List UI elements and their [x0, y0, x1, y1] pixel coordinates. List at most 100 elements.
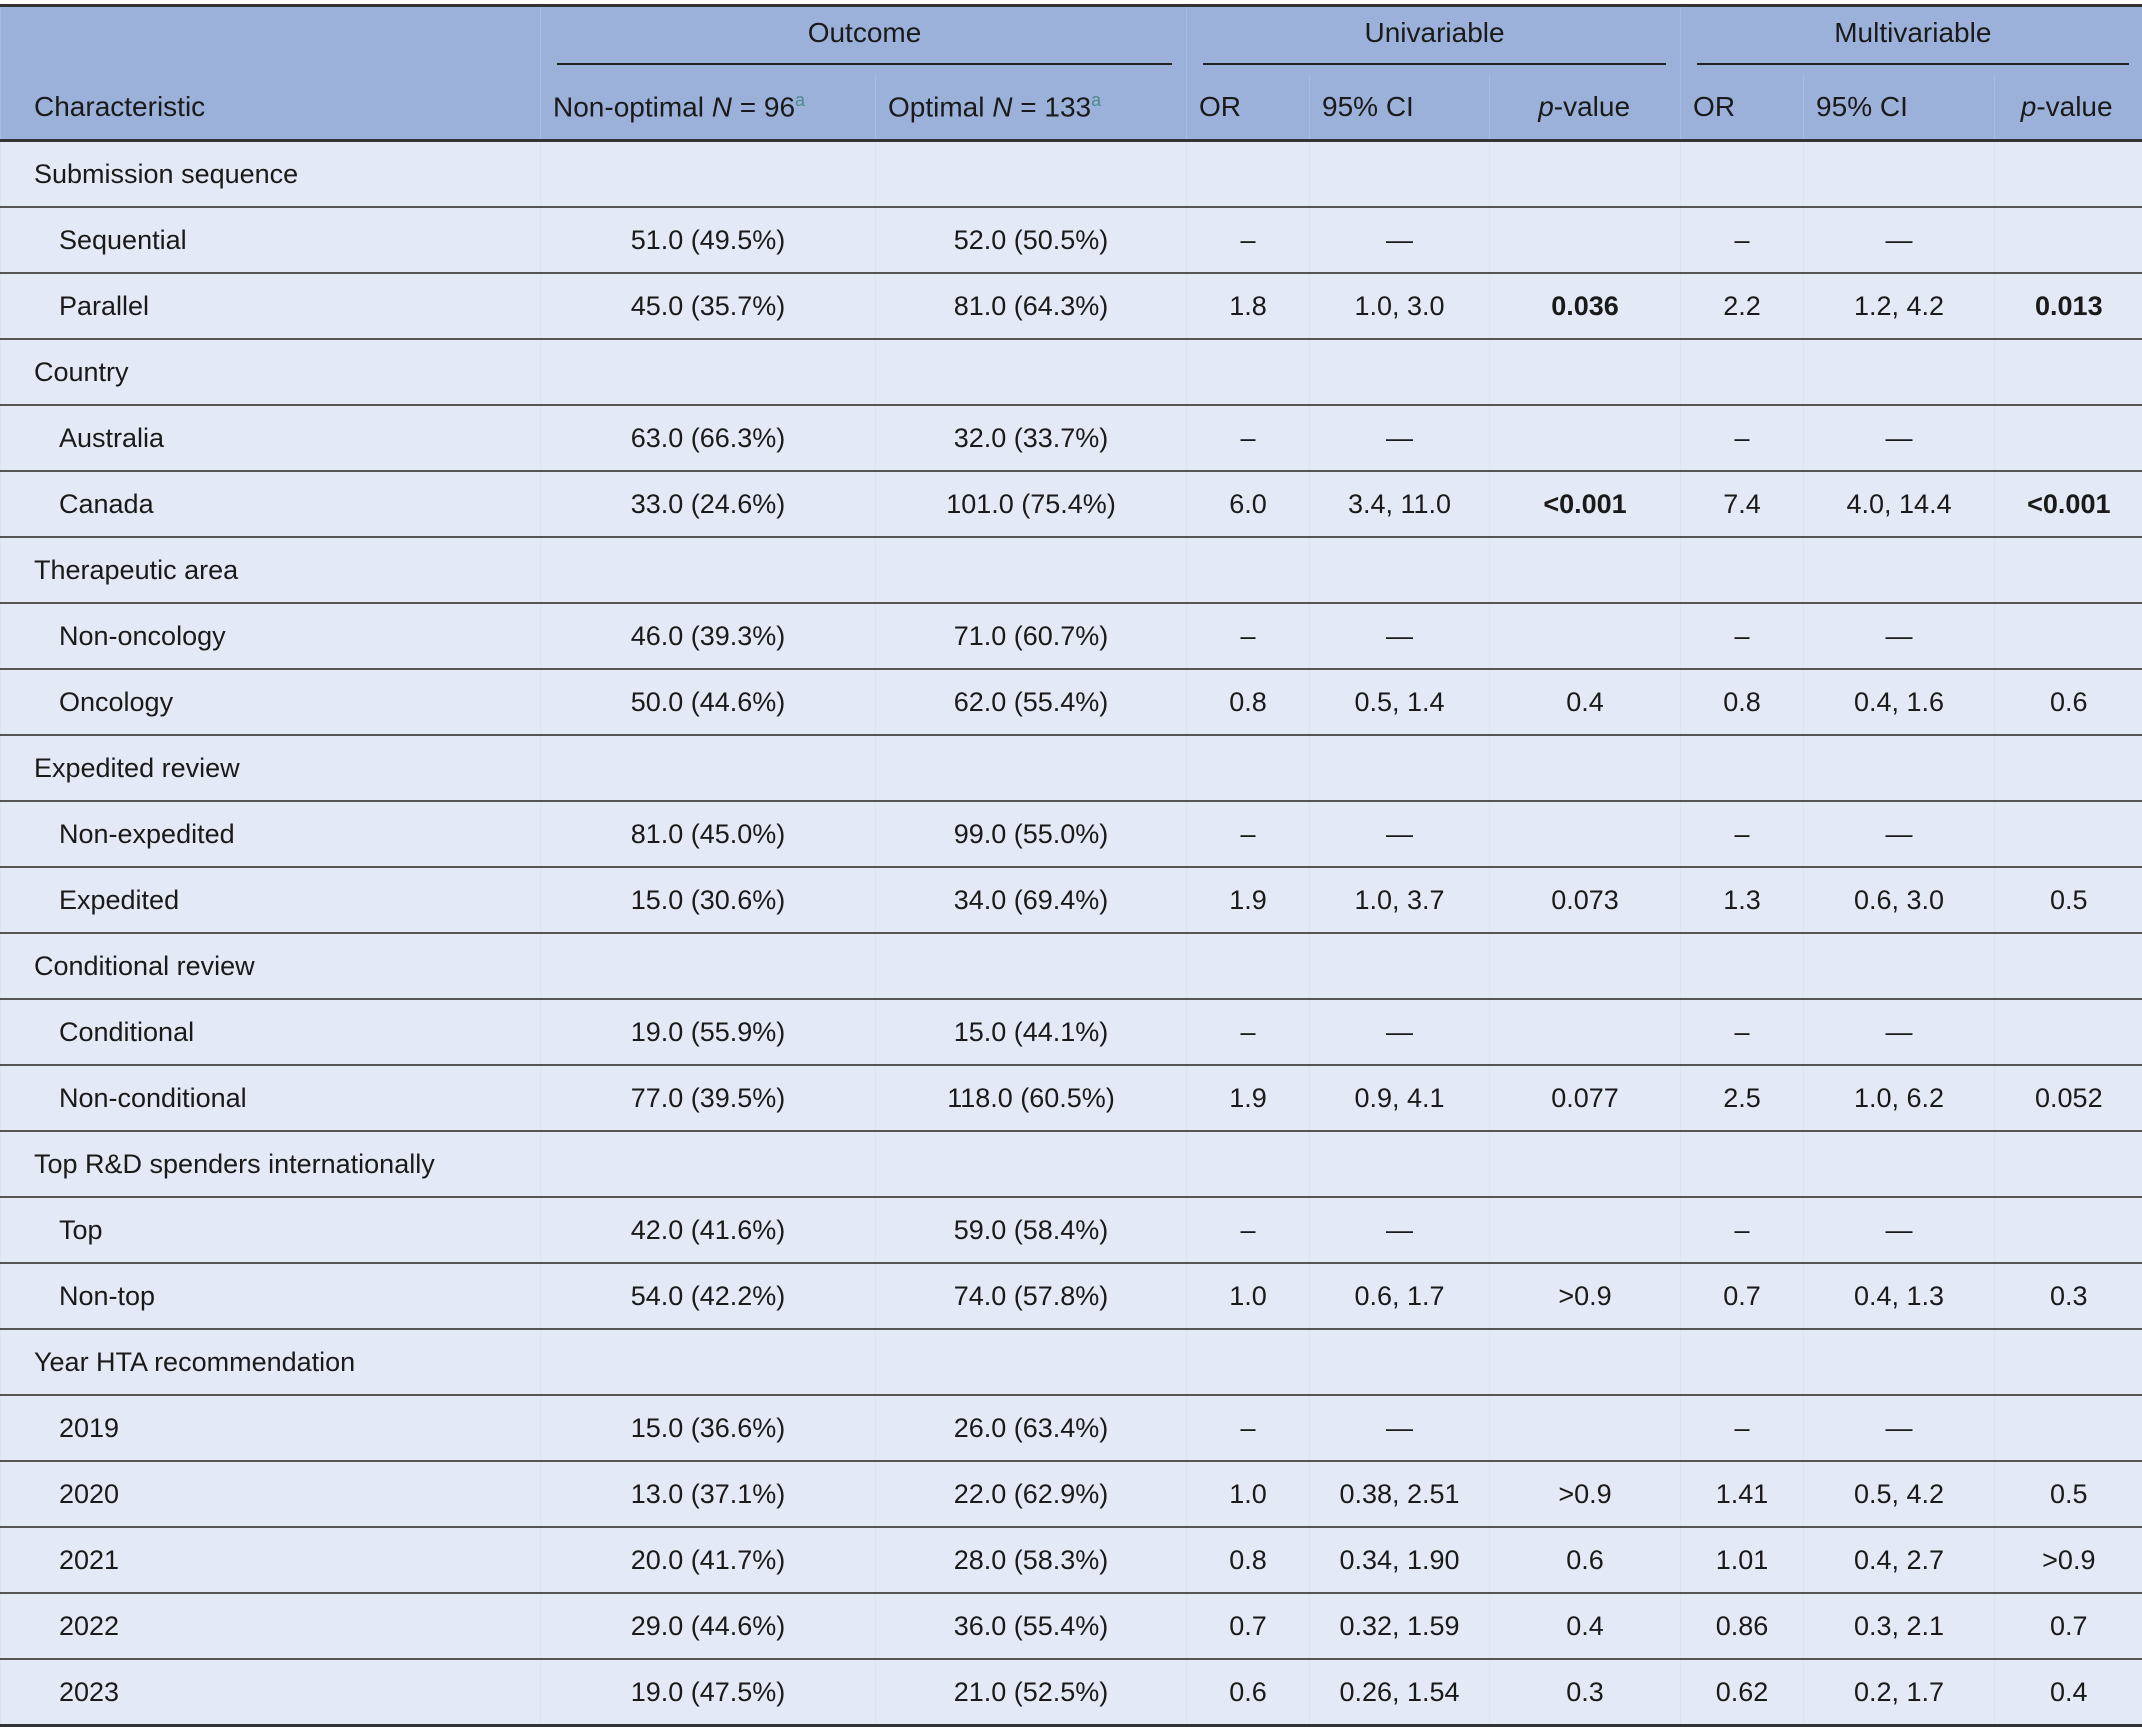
uni-p-cell: [1490, 207, 1681, 273]
characteristic-cell: Top: [1, 1197, 541, 1263]
optimal-cell: 15.0 (44.1%): [876, 999, 1187, 1065]
optimal-cell: [876, 1329, 1187, 1395]
uni-or-cell: 0.8: [1187, 1527, 1310, 1593]
multi-ci-cell: 0.4, 2.7: [1804, 1527, 1995, 1593]
uni-ci-cell: [1310, 339, 1490, 405]
uni-or-cell: 1.8: [1187, 273, 1310, 339]
non-optimal-cell: 33.0 (24.6%): [541, 471, 876, 537]
optimal-cell: 99.0 (55.0%): [876, 801, 1187, 867]
multi-or-cell: [1681, 933, 1804, 999]
p-symbol: p: [2021, 91, 2037, 122]
uni-or-cell: –: [1187, 1197, 1310, 1263]
multi-p-cell: [1995, 999, 2142, 1065]
uni-or-cell: [1187, 537, 1310, 603]
optimal-cell: 34.0 (69.4%): [876, 867, 1187, 933]
optimal-cell: 101.0 (75.4%): [876, 471, 1187, 537]
uni-ci-cell: 1.0, 3.7: [1310, 867, 1490, 933]
non-optimal-cell: 29.0 (44.6%): [541, 1593, 876, 1659]
optimal-n: = 133: [1012, 92, 1091, 123]
non-optimal-n: = 96: [732, 92, 795, 123]
uni-p-cell: [1490, 1131, 1681, 1197]
characteristic-cell: Non-expedited: [1, 801, 541, 867]
header-group-univariable: Univariable: [1187, 6, 1681, 76]
non-optimal-cell: 51.0 (49.5%): [541, 207, 876, 273]
multi-p-cell: [1995, 405, 2142, 471]
group-header-row: Top R&D spenders internationally: [1, 1131, 2142, 1197]
uni-or-cell: 1.9: [1187, 867, 1310, 933]
univariable-label: Univariable: [1203, 17, 1666, 65]
non-optimal-cell: 15.0 (36.6%): [541, 1395, 876, 1461]
multi-ci-cell: [1804, 735, 1995, 801]
non-optimal-cell: 63.0 (66.3%): [541, 405, 876, 471]
non-optimal-cell: [541, 735, 876, 801]
characteristic-cell: Parallel: [1, 273, 541, 339]
outcome-label: Outcome: [557, 17, 1172, 65]
non-optimal-cell: 46.0 (39.3%): [541, 603, 876, 669]
non-optimal-cell: 15.0 (30.6%): [541, 867, 876, 933]
multi-ci-cell: 0.5, 4.2: [1804, 1461, 1995, 1527]
non-optimal-cell: 54.0 (42.2%): [541, 1263, 876, 1329]
characteristic-cell: Non-conditional: [1, 1065, 541, 1131]
uni-p-cell: <0.001: [1490, 471, 1681, 537]
multi-ci-cell: 4.0, 14.4: [1804, 471, 1995, 537]
uni-or-cell: –: [1187, 999, 1310, 1065]
multi-p-cell: [1995, 1329, 2142, 1395]
multi-ci-cell: —: [1804, 999, 1995, 1065]
optimal-cell: [876, 537, 1187, 603]
uni-ci-cell: —: [1310, 603, 1490, 669]
characteristic-cell: Conditional: [1, 999, 541, 1065]
uni-p-cell: [1490, 603, 1681, 669]
uni-ci-cell: [1310, 735, 1490, 801]
multi-or-cell: 2.2: [1681, 273, 1804, 339]
group-header-row: Year HTA recommendation: [1, 1329, 2142, 1395]
table-header: Outcome Univariable Multivariable Charac…: [1, 6, 2142, 141]
uni-p-cell: 0.3: [1490, 1659, 1681, 1726]
optimal-cell: [876, 735, 1187, 801]
uni-p-cell: 0.4: [1490, 669, 1681, 735]
non-optimal-cell: 20.0 (41.7%): [541, 1527, 876, 1593]
footnote-marker[interactable]: a: [795, 90, 805, 110]
multi-or-cell: [1681, 339, 1804, 405]
col-uni-or: OR: [1187, 75, 1310, 141]
col-characteristic: Characteristic: [1, 75, 541, 141]
multi-p-cell: 0.013: [1995, 273, 2142, 339]
uni-p-cell: [1490, 801, 1681, 867]
optimal-cell: 74.0 (57.8%): [876, 1263, 1187, 1329]
uni-or-cell: –: [1187, 801, 1310, 867]
multi-or-cell: [1681, 141, 1804, 208]
header-empty: [1, 6, 541, 76]
multi-p-cell: 0.5: [1995, 1461, 2142, 1527]
multi-p-cell: [1995, 1131, 2142, 1197]
p-value-label: -value: [2036, 91, 2112, 122]
multi-p-cell: [1995, 735, 2142, 801]
col-uni-ci: 95% CI: [1310, 75, 1490, 141]
uni-ci-cell: [1310, 141, 1490, 208]
group-label: Conditional review: [1, 933, 541, 999]
multi-or-cell: –: [1681, 1197, 1804, 1263]
optimal-cell: 52.0 (50.5%): [876, 207, 1187, 273]
characteristic-cell: 2022: [1, 1593, 541, 1659]
optimal-cell: 81.0 (64.3%): [876, 273, 1187, 339]
optimal-cell: 36.0 (55.4%): [876, 1593, 1187, 1659]
group-label: Country: [1, 339, 541, 405]
optimal-cell: 21.0 (52.5%): [876, 1659, 1187, 1726]
uni-or-cell: –: [1187, 405, 1310, 471]
multi-p-cell: [1995, 933, 2142, 999]
optimal-cell: 118.0 (60.5%): [876, 1065, 1187, 1131]
optimal-cell: 28.0 (58.3%): [876, 1527, 1187, 1593]
uni-p-cell: 0.6: [1490, 1527, 1681, 1593]
multi-or-cell: 0.8: [1681, 669, 1804, 735]
footnote-marker[interactable]: a: [1091, 90, 1101, 110]
multi-or-cell: –: [1681, 999, 1804, 1065]
uni-ci-cell: —: [1310, 1395, 1490, 1461]
col-multi-or: OR: [1681, 75, 1804, 141]
non-optimal-label: Non-optimal: [553, 92, 712, 123]
uni-or-cell: –: [1187, 603, 1310, 669]
group-header-row: Therapeutic area: [1, 537, 2142, 603]
characteristic-cell: Oncology: [1, 669, 541, 735]
